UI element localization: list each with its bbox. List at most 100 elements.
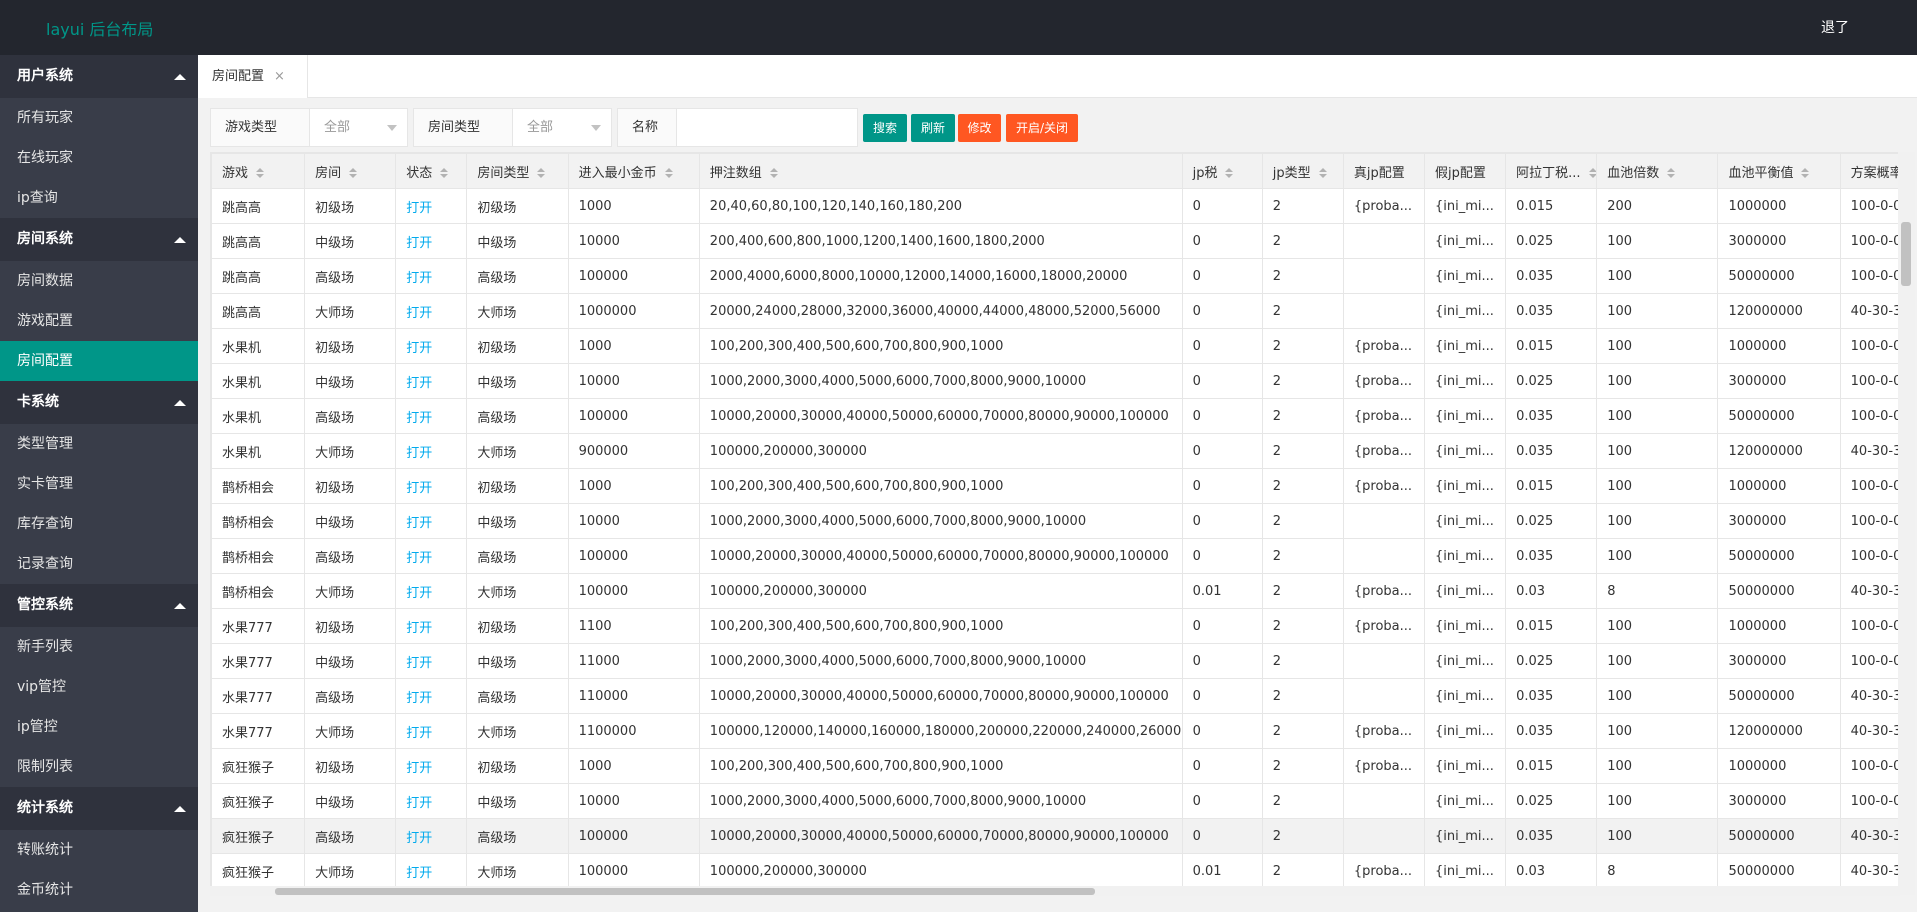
sort-icon[interactable]: [1667, 168, 1676, 178]
table-cell[interactable]: 打开: [395, 853, 468, 889]
menu-item[interactable]: ip管控: [17, 719, 58, 735]
column-header[interactable]: 真jp配置: [1342, 153, 1425, 189]
table-cell[interactable]: 打开: [395, 223, 468, 259]
column-header[interactable]: 阿拉丁税...: [1505, 153, 1598, 189]
menu-group[interactable]: 统计系统: [0, 787, 198, 830]
sort-icon[interactable]: [1588, 168, 1596, 178]
table-cell[interactable]: 打开: [395, 713, 468, 749]
table-row[interactable]: 疯狂猴子 大师场 打开 大师场 100000 100000,200000,300000 0.…: [211, 853, 1899, 889]
logout[interactable]: 退了: [1821, 20, 1849, 36]
menu-item[interactable]: 记录查询: [17, 556, 73, 572]
column-header[interactable]: 假jp配置: [1423, 153, 1507, 189]
room-select[interactable]: 全部: [512, 108, 612, 147]
refresh-button[interactable]: 刷新: [911, 114, 955, 142]
table-cell[interactable]: 打开: [395, 783, 468, 819]
menu-item[interactable]: ip查询: [17, 190, 58, 206]
menu-item[interactable]: vip管控: [17, 679, 67, 695]
menu-group[interactable]: 管控系统: [0, 584, 198, 627]
logo[interactable]: layui 后台布局: [46, 20, 154, 39]
menu-item[interactable]: 实卡管理: [17, 476, 73, 492]
column-header[interactable]: 游戏: [211, 153, 306, 189]
table-row[interactable]: 跳高高 高级场 打开 高级场 100000 2000,4000,6000,8000,100…: [211, 258, 1899, 294]
menu-group[interactable]: 卡系统: [0, 381, 198, 424]
menu-item[interactable]: 类型管理: [17, 436, 73, 452]
table-row[interactable]: 疯狂猴子 高级场 打开 高级场 100000 10000,20000,30000,4000…: [211, 818, 1899, 854]
table-row[interactable]: 疯狂猴子 初级场 打开 初级场 1000 100,200,300,400,500,600,…: [211, 748, 1899, 784]
column-header[interactable]: 房间类型: [466, 153, 569, 189]
table-row[interactable]: 跳高高 中级场 打开 中级场 10000 200,400,600,800,1000,120…: [211, 223, 1899, 259]
table-cell[interactable]: 打开: [395, 608, 468, 644]
table-cell[interactable]: 打开: [395, 748, 468, 784]
table-row[interactable]: 疯狂猴子 中级场 打开 中级场 10000 1000,2000,3000,4000,500…: [211, 783, 1899, 819]
table-cell[interactable]: 打开: [395, 398, 468, 434]
sort-icon[interactable]: [349, 168, 358, 178]
sort-icon[interactable]: [1225, 168, 1234, 178]
sort-icon[interactable]: [1318, 168, 1327, 178]
column-header[interactable]: 状态: [395, 153, 468, 189]
menu-item[interactable]: 游戏配置: [17, 313, 73, 329]
table-row[interactable]: 水果机 中级场 打开 中级场 10000 1000,2000,3000,4000,5000…: [211, 363, 1899, 399]
table-cell[interactable]: 打开: [395, 363, 468, 399]
h-scrollbar[interactable]: [210, 886, 1900, 896]
h-thumb[interactable]: [275, 888, 1095, 895]
table-row[interactable]: 水果机 初级场 打开 初级场 1000 100,200,300,400,500,600,7…: [211, 328, 1899, 364]
sort-icon[interactable]: [537, 168, 546, 178]
menu-item[interactable]: 所有玩家: [17, 110, 73, 126]
table-cell[interactable]: 打开: [395, 503, 468, 539]
table-row[interactable]: 水果777 大师场 打开 大师场 1100000 100000,120000,140000…: [211, 713, 1899, 749]
sort-icon[interactable]: [1801, 168, 1810, 178]
sort-icon[interactable]: [256, 168, 265, 178]
table-cell[interactable]: 打开: [395, 573, 468, 609]
menu-item[interactable]: 限制列表: [17, 759, 73, 775]
edit-button[interactable]: 修改: [958, 114, 1001, 142]
menu-item[interactable]: 金币统计: [17, 882, 73, 898]
table-cell[interactable]: 打开: [395, 538, 468, 574]
tab[interactable]: 房间配置 ×: [198, 55, 308, 98]
column-header[interactable]: 押注数组: [698, 153, 1183, 189]
table-cell[interactable]: 打开: [395, 643, 468, 679]
v-scrollbar[interactable]: [1898, 152, 1915, 895]
table-row[interactable]: 跳高高 初级场 打开 初级场 1000 20,40,60,80,100,120,140,1…: [211, 188, 1899, 224]
sort-icon[interactable]: [769, 168, 778, 178]
search-button[interactable]: 搜索: [863, 114, 907, 142]
table-cell[interactable]: 打开: [395, 678, 468, 714]
table-row[interactable]: 鹊桥相会 初级场 打开 初级场 1000 100,200,300,400,500,600,…: [211, 468, 1899, 504]
table-row[interactable]: 鹊桥相会 中级场 打开 中级场 10000 1000,2000,3000,4000,500…: [211, 503, 1899, 539]
v-thumb[interactable]: [1901, 222, 1911, 286]
column-header[interactable]: 方案概率: [1839, 153, 1899, 189]
column-header[interactable]: jp类型: [1261, 153, 1344, 189]
table-cell[interactable]: 打开: [395, 468, 468, 504]
toggle-button[interactable]: 开启/关闭: [1006, 114, 1078, 142]
column-header[interactable]: 进入最小金币: [567, 153, 700, 189]
table-cell[interactable]: 打开: [395, 328, 468, 364]
table-row[interactable]: 水果777 初级场 打开 初级场 1100 100,200,300,400,500,600…: [211, 608, 1899, 644]
menu-item[interactable]: 库存查询: [17, 516, 73, 532]
column-header[interactable]: jp税: [1181, 153, 1263, 189]
column-header[interactable]: 血池平衡值: [1717, 153, 1841, 189]
table-cell[interactable]: 打开: [395, 433, 468, 469]
table-cell[interactable]: 打开: [395, 293, 468, 329]
column-header[interactable]: 房间: [304, 153, 397, 189]
menu-item[interactable]: 在线玩家: [17, 150, 73, 166]
table-row[interactable]: 水果777 高级场 打开 高级场 110000 10000,20000,30000,400…: [211, 678, 1899, 714]
table-row[interactable]: 水果机 高级场 打开 高级场 100000 10000,20000,30000,40000…: [211, 398, 1899, 434]
menu-item[interactable]: 房间配置: [0, 341, 198, 381]
menu-group[interactable]: 房间系统: [0, 218, 198, 261]
table-row[interactable]: 鹊桥相会 高级场 打开 高级场 100000 10000,20000,30000,4000…: [211, 538, 1899, 574]
tab-close[interactable]: ×: [274, 69, 285, 84]
sort-icon[interactable]: [664, 168, 673, 178]
table-row[interactable]: 跳高高 大师场 打开 大师场 1000000 20000,24000,28000,3200…: [211, 293, 1899, 329]
name-input[interactable]: [676, 108, 858, 147]
table-row[interactable]: 鹊桥相会 大师场 打开 大师场 100000 100000,200000,300000 0.…: [211, 573, 1899, 609]
menu-group[interactable]: 用户系统: [0, 55, 198, 98]
table-cell[interactable]: 打开: [395, 188, 468, 224]
game-select[interactable]: 全部: [309, 108, 408, 147]
sort-icon[interactable]: [440, 168, 449, 178]
table-cell[interactable]: 打开: [395, 818, 468, 854]
column-header[interactable]: 血池倍数: [1596, 153, 1719, 189]
menu-item[interactable]: 房间数据: [17, 273, 73, 289]
menu-item[interactable]: 新手列表: [17, 639, 73, 655]
table-cell[interactable]: 打开: [395, 258, 468, 294]
table-row[interactable]: 水果机 大师场 打开 大师场 900000 100000,200000,300000 0 2 {…: [211, 433, 1899, 469]
menu-item[interactable]: 转账统计: [17, 842, 73, 858]
